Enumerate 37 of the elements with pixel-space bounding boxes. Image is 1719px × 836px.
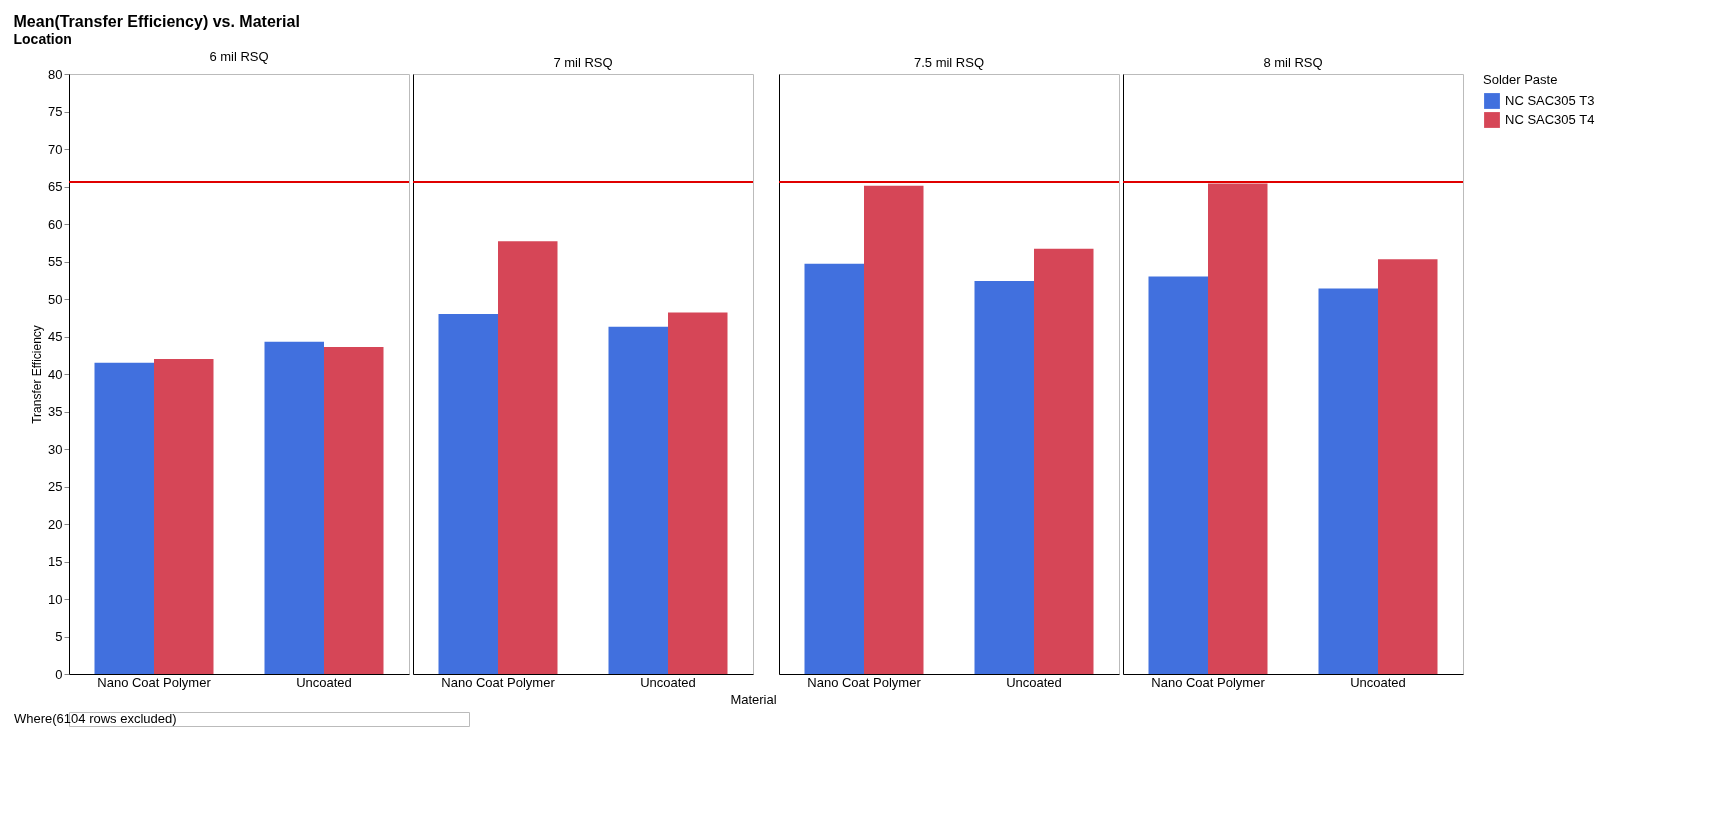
x-tick-label: Nano Coat Polymer xyxy=(1151,674,1266,690)
y-tick-label: 80 xyxy=(48,66,63,82)
chart-subtitle: 7 mil RSQ xyxy=(553,55,613,70)
legend-label: NC SAC305 T3 xyxy=(1505,93,1595,108)
y-axis-title: Transfer Efficiency xyxy=(30,325,45,424)
y-tick-label: 20 xyxy=(48,516,63,532)
legend-label: NC SAC305 T4 xyxy=(1505,112,1595,127)
y-tick-label: 10 xyxy=(48,591,63,607)
chart-subtitle: 7.5 mil RSQ xyxy=(913,55,985,70)
chart-title: Mean(Transfer Efficiency) vs. Material xyxy=(13,12,300,30)
legend-title: Solder Paste xyxy=(1483,72,1558,87)
text: Where(6104 rows excluded) xyxy=(14,711,177,726)
y-tick-label: 15 xyxy=(48,554,63,569)
x-axis-title: Material xyxy=(730,691,777,707)
y-tick-label: 50 xyxy=(48,291,63,307)
x-tick-label: Uncoated xyxy=(1006,674,1062,690)
y-tick-label: 45 xyxy=(48,329,63,344)
y-tick-label: 60 xyxy=(48,216,63,232)
x-tick-label: Uncoated xyxy=(296,674,352,690)
y-tick-label: 35 xyxy=(48,404,63,419)
x-tick-label: Uncoated xyxy=(1350,674,1406,690)
x-tick-label: Nano Coat Polymer xyxy=(807,674,922,690)
y-tick-label: 30 xyxy=(48,441,63,457)
y-tick-label: 0 xyxy=(55,666,63,682)
x-tick-label: Nano Coat Polymer xyxy=(97,674,212,690)
x-tick-label: Uncoated xyxy=(640,674,696,690)
y-tick-label: 5 xyxy=(55,629,63,644)
y-tick-label: 40 xyxy=(48,366,63,382)
y-tick-label: 25 xyxy=(48,479,63,494)
chart-subtitle: 6 mil RSQ xyxy=(209,49,269,64)
text: Location xyxy=(13,30,72,47)
x-tick-label: Nano Coat Polymer xyxy=(441,674,556,690)
y-tick-label: 75 xyxy=(48,104,63,119)
y-tick-label: 55 xyxy=(48,254,63,269)
y-tick-label: 70 xyxy=(48,141,63,157)
chart-subtitle: 8 mil RSQ xyxy=(1263,55,1323,70)
y-tick-label: 65 xyxy=(48,179,63,194)
